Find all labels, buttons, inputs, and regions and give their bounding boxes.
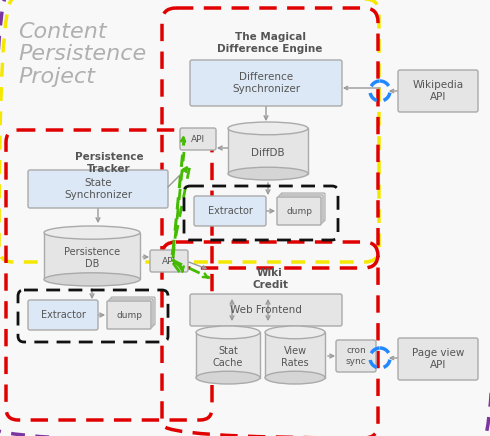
Bar	[265, 332, 325, 378]
Text: Persistence
DB: Persistence DB	[64, 247, 120, 269]
FancyBboxPatch shape	[281, 193, 325, 221]
Bar	[44, 232, 140, 279]
Text: State
Synchronizer: State Synchronizer	[64, 178, 132, 200]
Ellipse shape	[228, 167, 308, 180]
Ellipse shape	[44, 226, 140, 239]
Text: Extractor: Extractor	[41, 310, 85, 320]
Ellipse shape	[196, 371, 260, 384]
Bar	[228, 128, 308, 174]
Ellipse shape	[265, 326, 325, 339]
Text: Difference
Synchronizer: Difference Synchronizer	[232, 72, 300, 94]
Text: DiffDB: DiffDB	[251, 148, 285, 158]
FancyBboxPatch shape	[150, 250, 188, 272]
Text: Web Frontend: Web Frontend	[230, 305, 302, 315]
Text: Content
Persistence
Project: Content Persistence Project	[18, 22, 146, 87]
FancyBboxPatch shape	[398, 338, 478, 380]
FancyBboxPatch shape	[0, 0, 366, 436]
Ellipse shape	[196, 326, 260, 339]
Text: Wikipedia
API: Wikipedia API	[413, 80, 464, 102]
Ellipse shape	[265, 371, 325, 384]
Text: The Magical
Difference Engine: The Magical Difference Engine	[217, 32, 323, 54]
FancyBboxPatch shape	[190, 60, 342, 106]
FancyBboxPatch shape	[180, 128, 216, 150]
Text: Wiki
Credit: Wiki Credit	[252, 268, 288, 290]
Text: dump: dump	[116, 310, 142, 320]
FancyBboxPatch shape	[109, 299, 153, 327]
Bar	[196, 332, 260, 378]
Text: Stat
Cache: Stat Cache	[213, 346, 243, 368]
Ellipse shape	[44, 273, 140, 286]
Text: Page view
API: Page view API	[412, 348, 464, 370]
Text: API: API	[162, 256, 176, 266]
FancyBboxPatch shape	[28, 300, 98, 330]
FancyBboxPatch shape	[28, 170, 168, 208]
FancyBboxPatch shape	[277, 197, 321, 225]
Text: Extractor: Extractor	[208, 206, 252, 216]
Text: View
Rates: View Rates	[281, 346, 309, 368]
FancyBboxPatch shape	[279, 195, 323, 223]
FancyBboxPatch shape	[107, 301, 151, 329]
Text: Persistence
Tracker: Persistence Tracker	[74, 152, 143, 174]
Text: cron
sync: cron sync	[345, 346, 367, 366]
FancyBboxPatch shape	[336, 340, 376, 372]
Ellipse shape	[228, 122, 308, 135]
FancyBboxPatch shape	[190, 294, 342, 326]
FancyBboxPatch shape	[398, 70, 478, 112]
Text: dump: dump	[286, 207, 312, 215]
Text: API: API	[191, 134, 205, 143]
FancyBboxPatch shape	[194, 196, 266, 226]
FancyBboxPatch shape	[111, 297, 155, 325]
